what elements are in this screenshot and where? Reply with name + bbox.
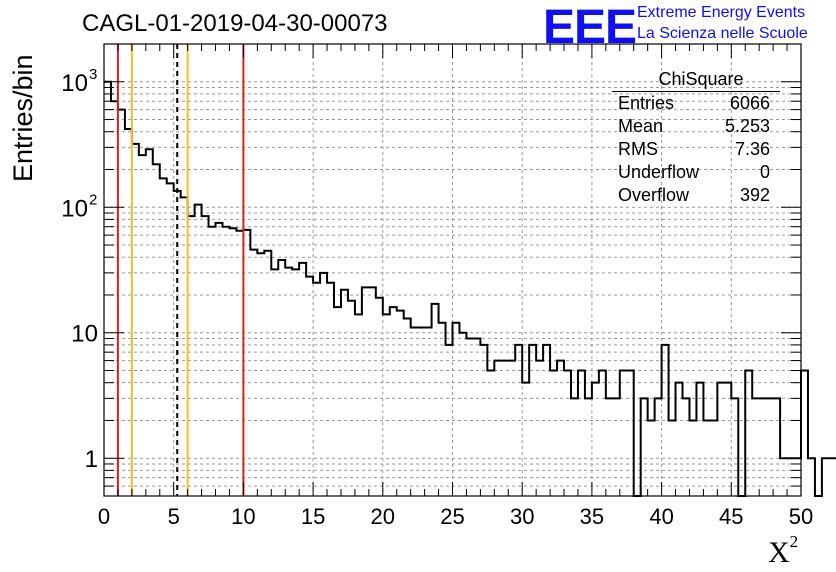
- stats-value: 7.36: [734, 139, 770, 159]
- logo-line-1: Extreme Energy Events: [637, 4, 806, 21]
- stats-label: Mean: [618, 116, 664, 136]
- x-axis-label-superscript: 2: [789, 532, 799, 551]
- stats-value: 0: [759, 162, 770, 182]
- x-tick-label: 20: [371, 504, 395, 529]
- x-tick-label: 35: [580, 504, 604, 529]
- stats-row-underflow: Underflow 0: [612, 161, 780, 184]
- x-tick-label: 25: [440, 504, 464, 529]
- logo-line-2: La Scienza nelle Scuole: [637, 25, 808, 42]
- stats-label: Entries: [618, 93, 675, 113]
- stats-label: RMS: [618, 139, 658, 159]
- stats-row-mean: Mean 5.253: [612, 115, 780, 138]
- stats-label: Underflow: [618, 162, 700, 182]
- x-tick-label: 30: [510, 504, 534, 529]
- stats-label: Overflow: [618, 185, 690, 205]
- x-tick-label: 5: [168, 504, 180, 529]
- chart-title: CAGL-01-2019-04-30-00073: [82, 10, 388, 37]
- y-tick-label: 10: [61, 195, 88, 222]
- stats-row-rms: RMS 7.36: [612, 138, 780, 161]
- stats-rows: Entries 6066 Mean 5.253 RMS 7.36 Underflow 0 Ove…: [612, 92, 780, 207]
- x-tick-label: 50: [789, 504, 813, 529]
- eee-logo-text: Extreme Energy Events La Scienza nelle S…: [637, 2, 808, 44]
- stats-value: 5.253: [724, 116, 770, 136]
- x-axis-label: X2: [768, 532, 798, 570]
- y-tick-label: 10: [61, 70, 88, 97]
- histogram-series: [104, 80, 836, 497]
- x-axis-label-base: X: [768, 536, 790, 569]
- x-tick-label: 45: [719, 504, 743, 529]
- stats-box: ChiSquare Entries 6066 Mean 5.253 RMS 7.36 Und…: [612, 68, 780, 207]
- stats-row-overflow: Overflow 392: [612, 184, 780, 207]
- stats-value: 392: [739, 185, 770, 205]
- x-tick-label: 40: [649, 504, 673, 529]
- stats-row-entries: Entries 6066: [612, 92, 780, 115]
- y-tick-label: 10: [71, 321, 98, 348]
- y-axis-label: Entries/bin: [8, 54, 38, 182]
- stats-title: ChiSquare: [658, 69, 744, 89]
- y-tick-label: 1: [85, 446, 98, 473]
- x-tick-label: 0: [98, 504, 110, 529]
- x-tick-label: 15: [301, 504, 325, 529]
- stats-divider: [612, 91, 780, 92]
- y-tick-exponent: 2: [89, 191, 97, 208]
- y-tick-exponent: 3: [89, 66, 97, 83]
- x-tick-label: 10: [231, 504, 255, 529]
- eee-logo-mark: EEE: [543, 1, 637, 54]
- stats-value: 6066: [729, 93, 770, 113]
